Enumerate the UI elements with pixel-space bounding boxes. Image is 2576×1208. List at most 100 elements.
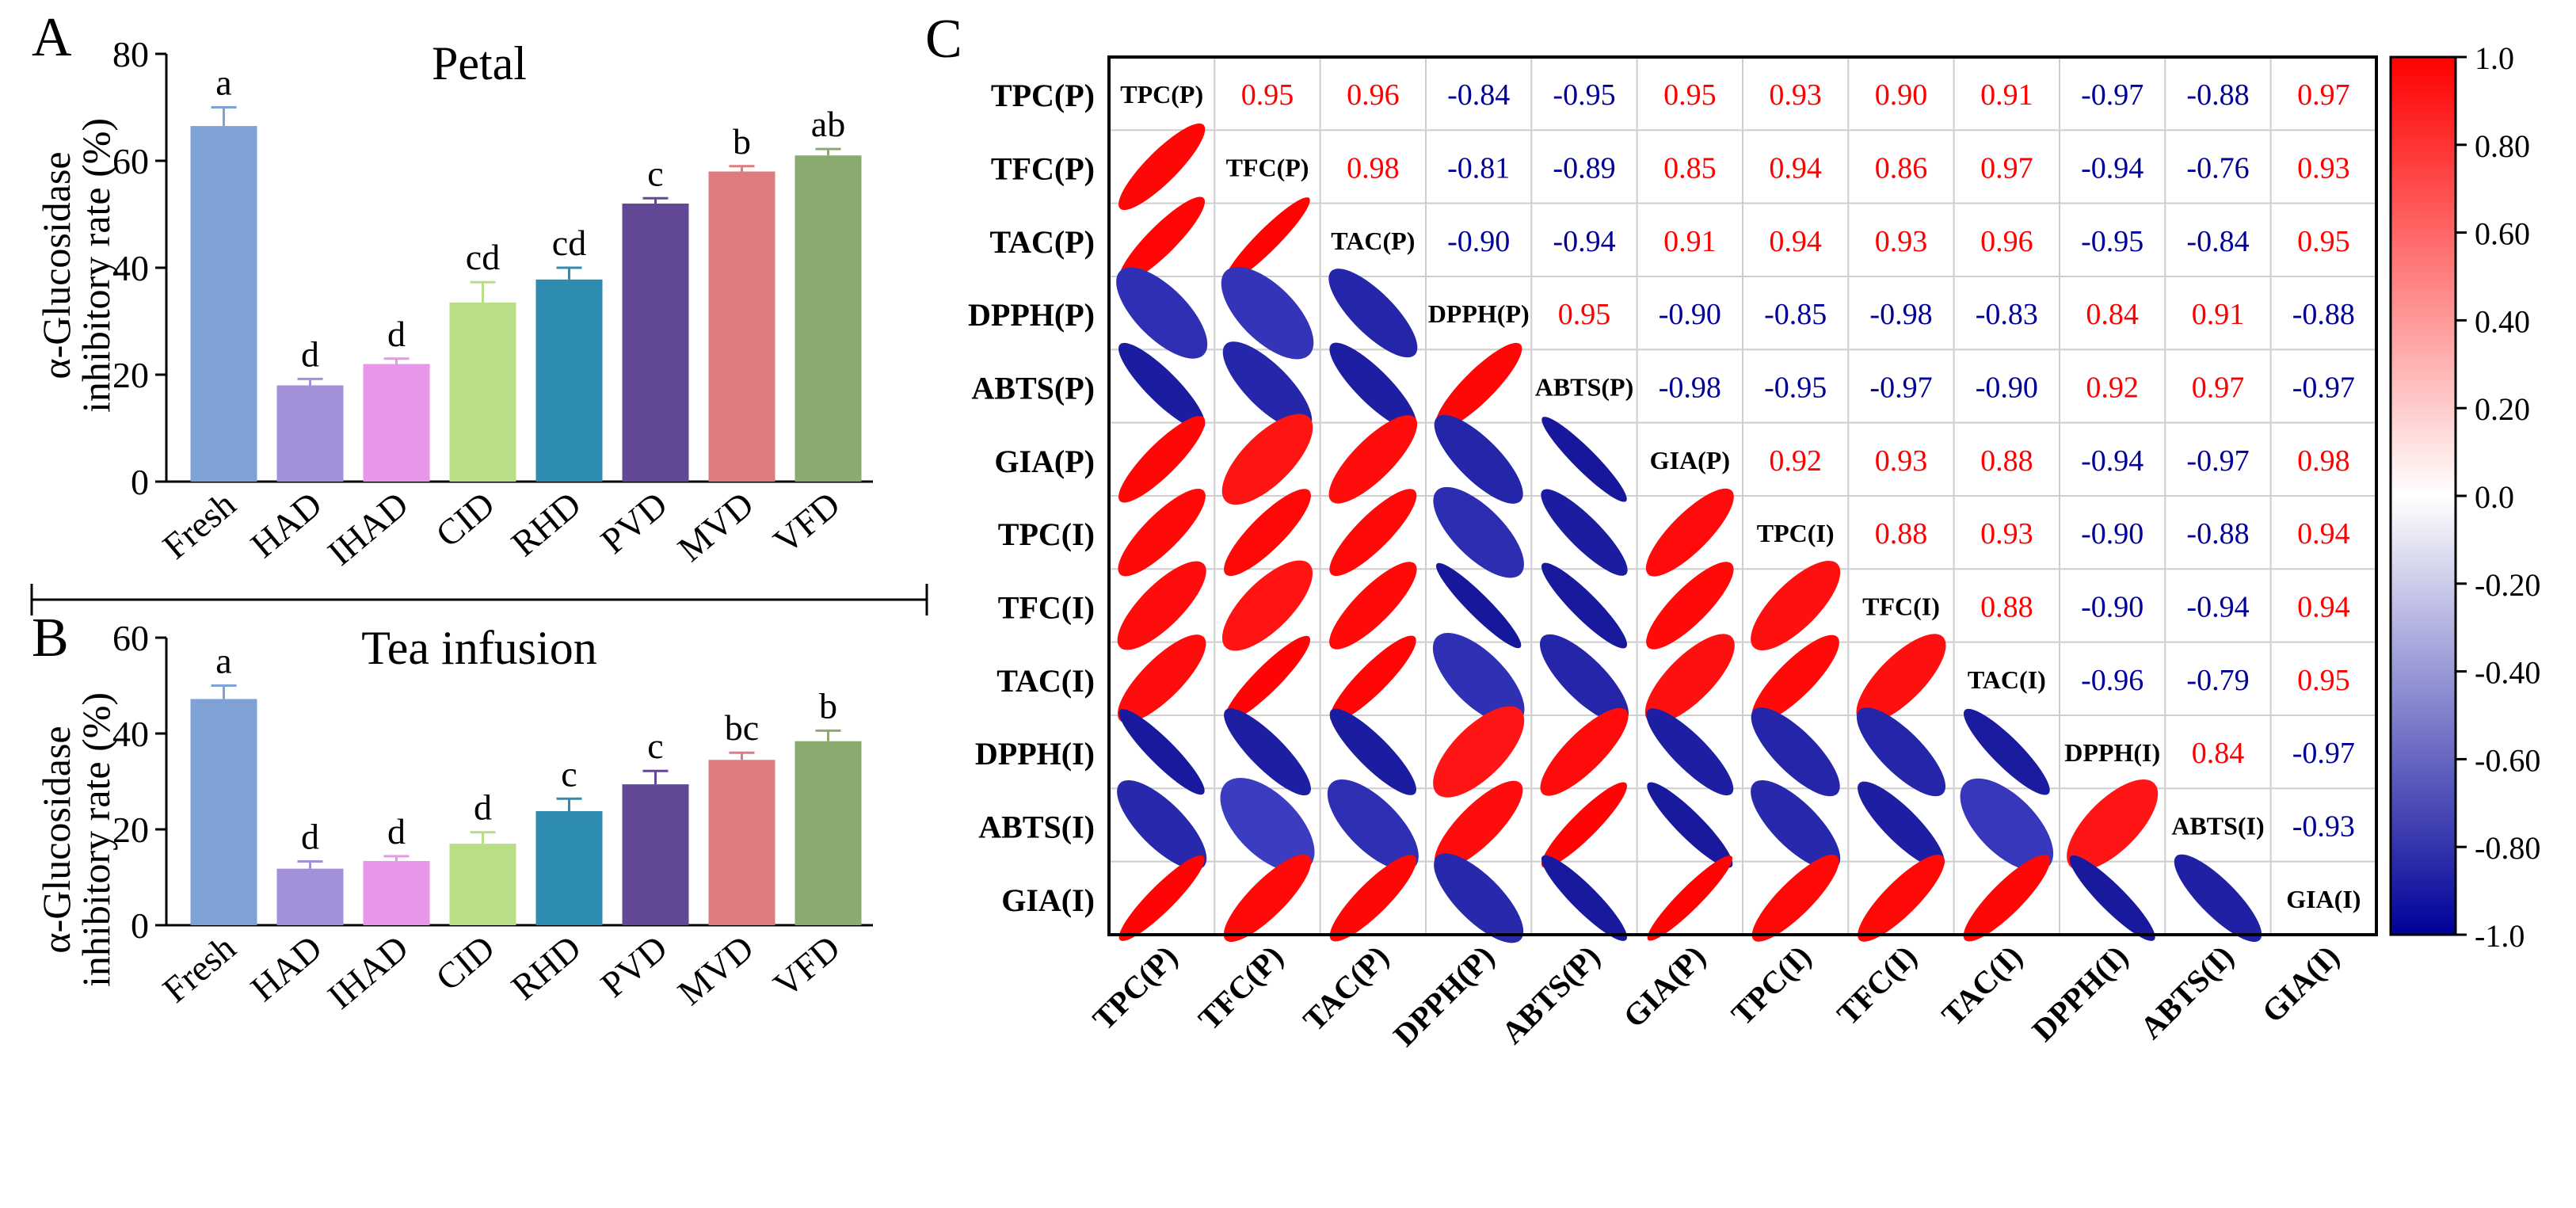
correlation-value: 0.94 xyxy=(2297,517,2350,551)
matrix-cell xyxy=(2164,715,2272,790)
matrix-cell xyxy=(1319,129,1427,204)
significance-letter: cd xyxy=(466,237,500,277)
colorbar-tick-label: -1.0 xyxy=(2475,918,2525,954)
correlation-value: -0.97 xyxy=(1869,372,1932,405)
correlation-ellipse xyxy=(1644,634,1735,724)
correlation-ellipse xyxy=(1223,854,1312,943)
diagonal-label: TFC(I) xyxy=(1862,593,1940,621)
matrix-cell xyxy=(2269,129,2378,204)
significance-letter: d xyxy=(474,787,492,828)
correlation-value: -0.88 xyxy=(2292,298,2355,331)
panel-b-ylabel-line1: α-Glucosidase xyxy=(34,726,78,953)
matrix-cell xyxy=(2269,421,2378,497)
correlation-value: -0.94 xyxy=(2081,444,2143,478)
matrix-cell xyxy=(2269,860,2378,936)
correlation-ellipse xyxy=(1224,708,1311,796)
x-tick-label: Fresh xyxy=(155,928,243,1011)
correlation-value: -0.76 xyxy=(2186,152,2249,185)
panel-a-chart: Petal α-Glucosidase inhibitory rate (%) … xyxy=(34,34,873,574)
significance-letter: a xyxy=(215,641,231,681)
correlation-value: -0.97 xyxy=(2081,78,2143,112)
column-label: TFC(P) xyxy=(1191,939,1290,1038)
correlation-value: -0.98 xyxy=(1659,372,1721,405)
correlation-ellipse xyxy=(1960,778,2054,872)
correlation-value: 0.92 xyxy=(2086,372,2139,405)
matrix-cell xyxy=(1847,56,1955,131)
matrix-cell xyxy=(1847,276,1955,351)
bar xyxy=(708,171,775,482)
correlation-ellipse xyxy=(1541,489,1628,576)
correlation-value: -0.97 xyxy=(2186,444,2249,478)
correlation-value: 0.93 xyxy=(1769,78,1822,112)
diagonal-label: ABTS(I) xyxy=(2171,812,2264,840)
matrix-cell xyxy=(2269,641,2378,717)
x-tick-label: PVD xyxy=(593,928,675,1005)
correlation-value: -0.96 xyxy=(2081,664,2143,697)
bar xyxy=(708,760,775,925)
x-tick-label: IHAD xyxy=(320,928,416,1017)
bar xyxy=(622,784,689,925)
column-label: GIA(P) xyxy=(1616,939,1712,1035)
diagonal-label: TAC(I) xyxy=(1968,665,2046,694)
correlation-ellipse xyxy=(1329,562,1417,650)
correlation-value: 0.95 xyxy=(1558,298,1611,331)
colorbar-tick-label: 1.0 xyxy=(2475,40,2514,76)
correlation-value: -0.94 xyxy=(2186,591,2249,624)
correlation-value: -0.89 xyxy=(1553,152,1615,185)
bar xyxy=(622,204,689,482)
correlation-ellipse xyxy=(1328,269,1418,358)
correlation-ellipse xyxy=(1118,416,1206,503)
correlation-value: 0.94 xyxy=(1769,152,1822,185)
correlation-ellipse xyxy=(2067,779,2159,871)
correlation-ellipse xyxy=(1118,488,1206,577)
correlation-value: -0.95 xyxy=(2081,225,2143,258)
correlation-value: -0.95 xyxy=(1764,372,1827,405)
colorbar-tick-label: -0.40 xyxy=(2475,655,2540,691)
matrix-cell xyxy=(2059,495,2166,570)
significance-letter: ab xyxy=(811,104,845,144)
significance-letter: cd xyxy=(552,223,586,263)
panel-b-ylabel-line2: inhibitory rate (%) xyxy=(74,692,118,987)
matrix-cell xyxy=(1953,349,2061,424)
correlation-ellipse xyxy=(1327,779,1419,871)
significance-letter: c xyxy=(647,726,663,766)
significance-letter: d xyxy=(301,817,319,857)
correlation-value: 0.84 xyxy=(2192,737,2245,770)
correlation-ellipse xyxy=(1856,634,1946,724)
significance-letter: b xyxy=(733,121,751,162)
bar xyxy=(449,844,516,925)
correlation-value: 0.94 xyxy=(1769,225,1822,258)
bar xyxy=(449,302,516,482)
y-tick-label: 0 xyxy=(131,462,149,502)
y-tick-label: 80 xyxy=(112,34,149,74)
correlation-ellipse xyxy=(1118,709,1205,795)
x-tick-label: CID xyxy=(428,928,501,999)
correlation-value: -0.81 xyxy=(1447,152,1510,185)
column-label: ABTS(P) xyxy=(1495,939,1607,1051)
matrix-cell xyxy=(1530,276,1638,351)
correlation-value: 0.91 xyxy=(1663,225,1717,258)
matrix-border xyxy=(1107,55,2378,936)
matrix-cell xyxy=(1953,56,2061,131)
correlation-ellipse xyxy=(1118,123,1206,211)
matrix-cell xyxy=(2059,568,2166,643)
correlation-ellipse xyxy=(1540,707,1629,796)
correlation-ellipse xyxy=(1751,707,1840,797)
bar xyxy=(535,811,603,925)
correlation-ellipse xyxy=(1118,196,1206,284)
matrix-cell xyxy=(1742,129,1850,204)
bar xyxy=(190,126,257,482)
matrix-cell xyxy=(2269,349,2378,424)
bar xyxy=(795,741,862,925)
matrix-cell xyxy=(1953,641,2061,717)
correlation-ellipse xyxy=(1751,854,1839,942)
correlation-value: -0.84 xyxy=(2186,225,2249,258)
correlation-value: 0.98 xyxy=(1347,152,1400,185)
correlation-value: -0.90 xyxy=(1976,372,2038,405)
panel-a-ylabel-line1: α-Glucosidase xyxy=(34,151,78,379)
colorbar-tick-label: -0.80 xyxy=(2475,830,2540,866)
diagonal-label: TPC(I) xyxy=(1757,519,1835,547)
correlation-value: 0.96 xyxy=(1980,225,2033,258)
row-label: DPPH(I) xyxy=(975,736,1095,772)
